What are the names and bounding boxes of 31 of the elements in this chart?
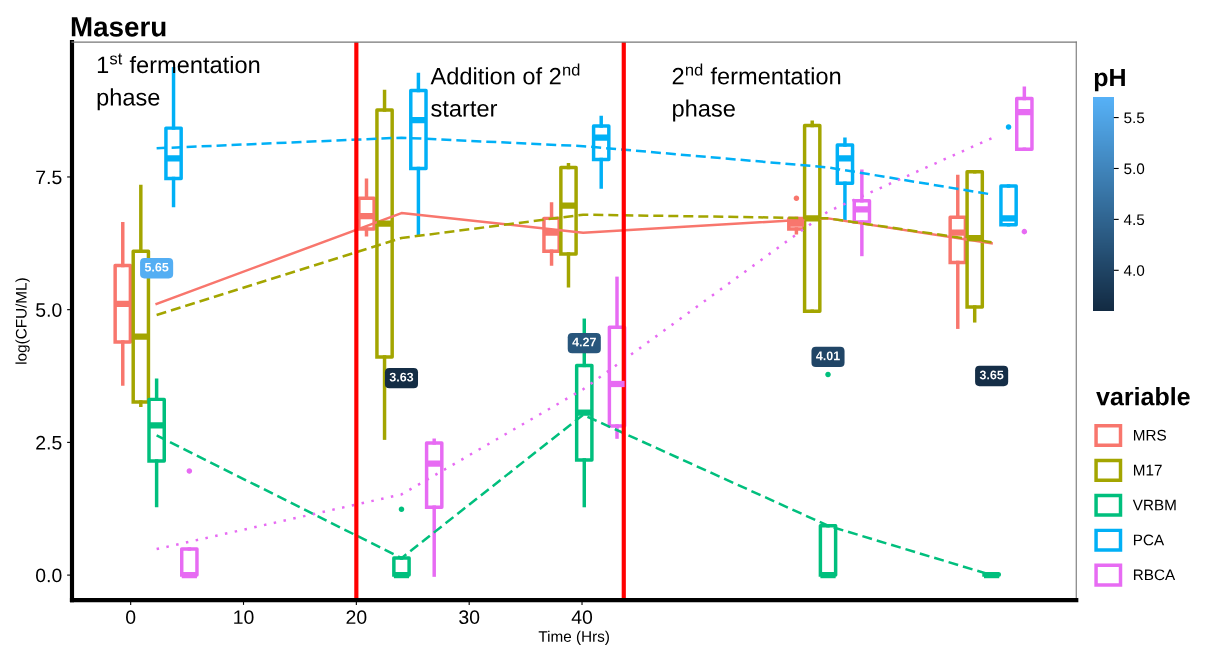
y-tick-label: 7.5 <box>36 170 62 185</box>
y-tick-label: 0.0 <box>36 568 62 583</box>
annotation: 2$^{nd}$ fermentation phase <box>672 63 841 122</box>
x-tick-label: 20 <box>346 610 367 625</box>
annotation: 3.65 <box>979 370 1004 380</box>
y-tick-label: 2.5 <box>36 435 62 450</box>
text: Addition of 2$^{nd}$ starter <box>430 63 580 117</box>
legend-label: PCA <box>1133 534 1165 546</box>
legend-title: variable <box>1096 387 1190 406</box>
x-axis-title: Time (Hrs) <box>538 630 609 645</box>
x-tick-label: 10 <box>234 610 254 625</box>
color-bar-label: 5.5 <box>1124 112 1145 124</box>
legend-label: M17 <box>1133 464 1162 476</box>
annotation: 4.27 <box>572 337 596 347</box>
x-tick-label: 40 <box>571 610 593 625</box>
x-tick-label: 0 <box>126 610 136 625</box>
legend-label: MRS <box>1133 429 1166 441</box>
annotation: 3.63 <box>389 372 414 382</box>
y-axis-title: log(CFU/ML) <box>15 278 30 364</box>
color-bar-label: 4.5 <box>1123 214 1145 226</box>
x-tick-label: 30 <box>459 610 480 625</box>
annotation: 5.65 <box>144 262 169 272</box>
color-bar-label: 5.0 <box>1124 163 1145 175</box>
color-bar-label: 4.0 <box>1123 265 1145 276</box>
color-bar-title: pH <box>1094 68 1125 92</box>
chart-title: Maseru <box>71 17 166 37</box>
y-tick-label: 5.0 <box>36 303 62 317</box>
legend-label: VRBM <box>1132 499 1176 511</box>
annotation: 4.01 <box>816 351 840 361</box>
annotation: 1$^{st}$ fermentation phase <box>97 53 260 111</box>
legend-label: RBCA <box>1133 569 1176 581</box>
